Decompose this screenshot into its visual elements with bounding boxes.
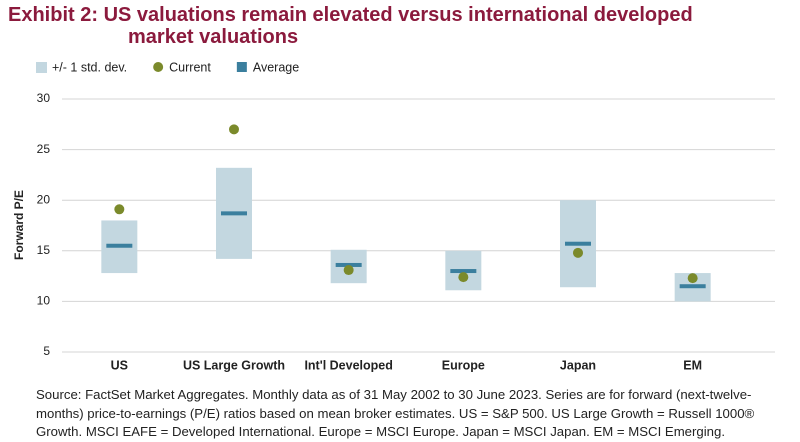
- legend-label: Average: [253, 60, 299, 74]
- y-tick-label: 20: [37, 192, 51, 206]
- y-tick-label: 15: [37, 243, 51, 257]
- current-marker: [229, 124, 239, 135]
- average-marker: [106, 243, 133, 248]
- y-tick-label: 30: [37, 91, 51, 105]
- y-axis-label: Forward P/E: [12, 190, 26, 260]
- average-marker: [450, 269, 477, 274]
- legend-label: Current: [169, 60, 211, 74]
- legend-swatch: [236, 62, 247, 72]
- average-marker: [679, 284, 706, 289]
- average-marker: [221, 211, 247, 216]
- average-marker: [335, 262, 362, 267]
- current-marker: [573, 247, 583, 258]
- chart: Forward P/E 5 10 15 20 25 30 +/- 1 std. dev. Cu…: [12, 60, 775, 372]
- x-tick-label: Europe: [442, 358, 485, 372]
- x-tick-label: Japan: [560, 358, 596, 372]
- legend-swatch: [36, 62, 47, 73]
- source-note: Source: FactSet Market Aggregates. Month…: [36, 387, 755, 439]
- average-marker: [565, 241, 591, 246]
- y-tick-label: 25: [37, 142, 51, 156]
- current-marker: [343, 265, 354, 276]
- y-tick-label: 10: [37, 294, 51, 308]
- current-marker: [687, 273, 698, 284]
- current-marker: [458, 272, 469, 283]
- y-tick-label: 5: [43, 344, 50, 358]
- x-tick-label: Int'l Developed: [304, 358, 392, 372]
- chart-title: Exhibit 2: US valuations remain elevated…: [8, 4, 768, 48]
- title-line: Exhibit 2: US valuations remain elevated…: [8, 4, 693, 26]
- x-tick-label: EM: [683, 358, 702, 372]
- legend-swatch: [153, 62, 164, 72]
- current-marker: [114, 204, 125, 215]
- x-tick-label: US Large Growth: [183, 358, 285, 372]
- x-tick-label: US: [111, 358, 128, 372]
- legend-label: +/- 1 std. dev.: [52, 60, 127, 74]
- title-line: market valuations: [128, 26, 299, 48]
